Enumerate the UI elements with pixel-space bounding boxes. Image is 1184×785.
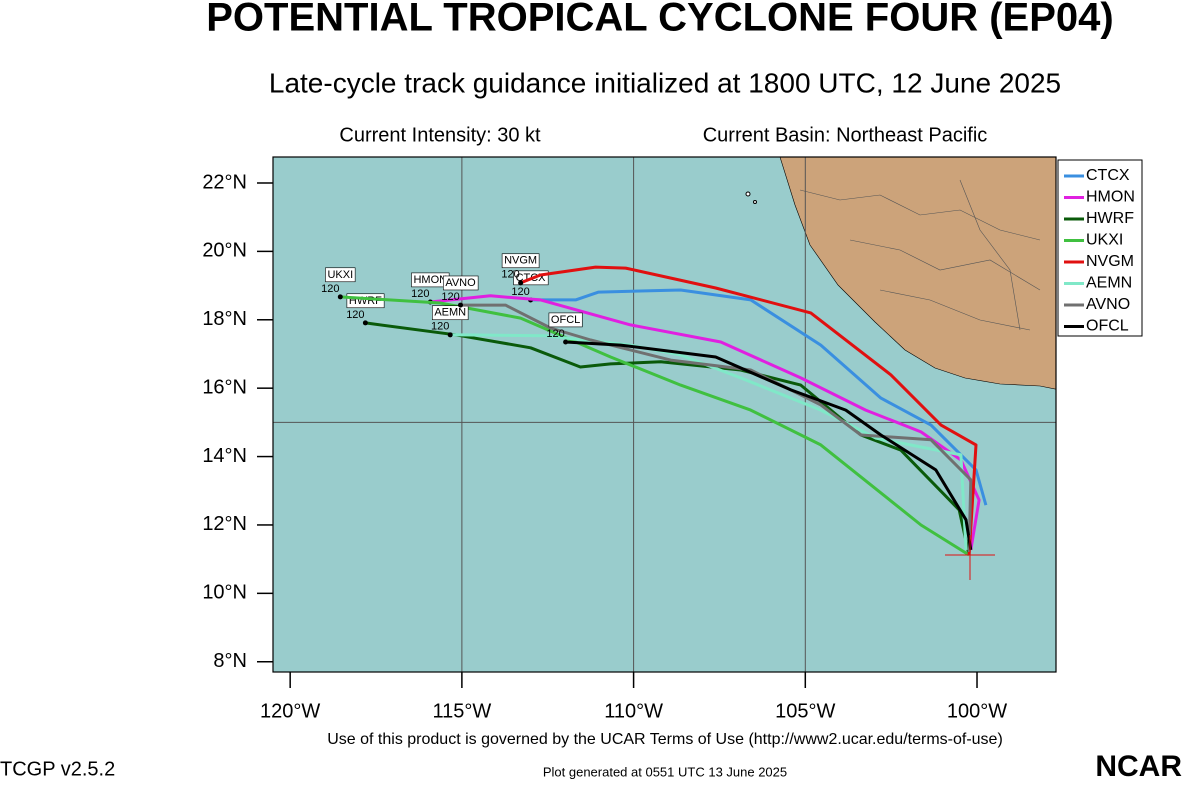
legend-label: CTCX	[1086, 167, 1130, 184]
x-tick-label: 115°W	[432, 700, 491, 722]
legend-label: AVNO	[1086, 296, 1130, 313]
model-tag: HMON	[413, 274, 447, 286]
legend-label: UKXI	[1086, 232, 1123, 249]
intensity: Current Intensity: 30 kt	[339, 124, 541, 146]
forecast-hour: 120	[411, 288, 429, 300]
y-tick-label: 20°N	[202, 240, 247, 262]
forecast-hour: 120	[346, 309, 364, 321]
track	[365, 321, 971, 556]
land	[779, 157, 1056, 390]
y-tick-label: 14°N	[202, 445, 247, 467]
legend-label: HMON	[1086, 189, 1135, 206]
legend	[1057, 159, 1143, 337]
track-point	[362, 320, 368, 326]
forecast-hour: 120	[441, 291, 459, 303]
legend-label: HWRF	[1086, 210, 1134, 227]
logo: NCAR	[1095, 750, 1182, 780]
y-tick-label: 16°N	[202, 376, 247, 398]
generated: Plot generated at 0551 UTC 13 June 2025	[543, 764, 787, 779]
y-tick-label: 8°N	[213, 650, 247, 672]
model-tag-box	[432, 305, 469, 321]
y-tick-label: 18°N	[202, 308, 247, 330]
legend-label: AEMN	[1086, 275, 1132, 292]
forecast-hour: 120	[546, 328, 564, 340]
y-tick-label: 10°N	[202, 582, 247, 604]
subtitle: Late-cycle track guidance initialized at…	[269, 67, 1061, 98]
model-tag: UKXI	[327, 269, 353, 281]
y-tick-label: 22°N	[202, 171, 247, 193]
legend-label: OFCL	[1086, 318, 1129, 335]
track-point	[458, 302, 464, 308]
track	[530, 288, 988, 506]
terms: Use of this product is governed by the U…	[327, 731, 1003, 748]
model-tag: OFCL	[551, 314, 580, 326]
model-tag: NVGM	[504, 255, 537, 267]
island	[745, 191, 751, 197]
model-tag: AEMN	[434, 307, 466, 319]
track-point	[563, 339, 569, 345]
model-tag-box	[325, 267, 356, 283]
track	[450, 333, 968, 550]
track	[460, 303, 973, 553]
x-tick-label: 110°W	[604, 700, 663, 722]
title: POTENTIAL TROPICAL CYCLONE FOUR (EP04)	[206, 0, 1113, 40]
x-tick-label: 105°W	[775, 700, 835, 722]
model-tag-box	[501, 253, 540, 269]
model-tag: AVNO	[445, 277, 476, 289]
x-tick-label: 100°W	[947, 700, 1007, 722]
state-borders	[799, 179, 1041, 331]
track	[520, 265, 978, 556]
basin: Current Basin: Northeast Pacific	[703, 124, 988, 146]
y-tick-label: 12°N	[202, 513, 247, 535]
track-point	[337, 294, 343, 300]
model-tag-box	[548, 312, 583, 328]
model-tag-box	[443, 275, 479, 291]
track	[565, 340, 973, 551]
forecast-hour: 120	[431, 321, 449, 333]
version: TCGP v2.5.2	[0, 758, 115, 780]
track	[430, 294, 981, 551]
island	[753, 200, 757, 204]
track-point	[447, 332, 453, 338]
forecast-hour: 120	[511, 286, 529, 298]
x-tick-label: 120°W	[260, 700, 320, 722]
track-point	[518, 280, 524, 286]
forecast-hour: 120	[321, 283, 339, 295]
forecast-hour: 120	[501, 269, 519, 281]
legend-label: NVGM	[1086, 253, 1134, 270]
plot-frame	[272, 156, 1057, 673]
